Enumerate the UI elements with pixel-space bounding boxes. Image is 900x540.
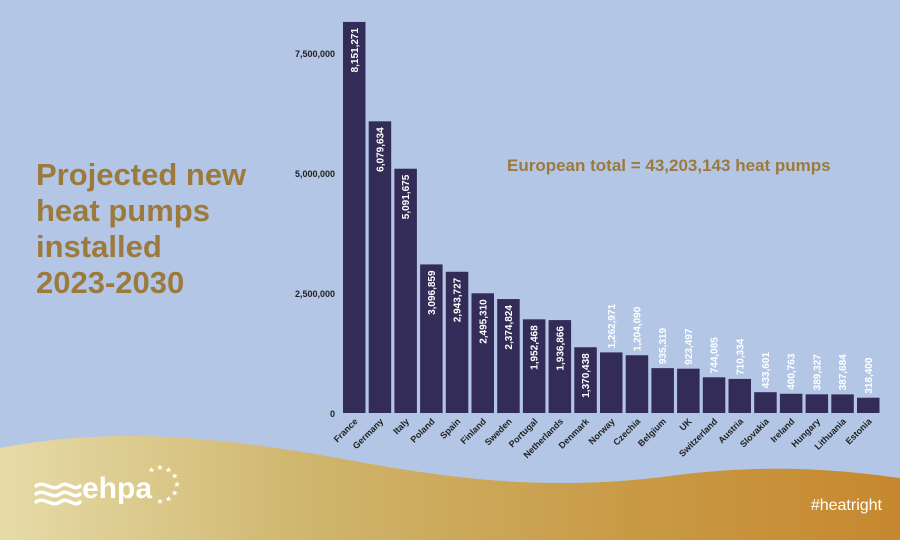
bar-value-label: 935,319 — [658, 328, 669, 365]
title-line-4: 2023-2030 — [36, 265, 185, 300]
bar — [625, 355, 649, 413]
star-icon: ★ — [173, 480, 180, 489]
bar — [497, 299, 520, 413]
logo-waves-icon — [34, 482, 82, 506]
bar — [574, 347, 597, 413]
bar — [600, 352, 623, 413]
bar-value-label: 389,327 — [812, 354, 823, 391]
star-icon: ★ — [148, 465, 155, 474]
bar-value-label: 710,334 — [735, 338, 746, 375]
star-icon: ★ — [156, 463, 163, 472]
y-tick-label: 0 — [330, 409, 335, 419]
bar-value-label: 1,936,866 — [555, 326, 566, 371]
bar-value-label: 318,400 — [864, 357, 875, 394]
bar — [548, 320, 572, 413]
bar — [805, 394, 829, 413]
x-tick-label: UK — [678, 416, 695, 433]
bar — [368, 121, 392, 414]
y-tick-label: 7,500,000 — [295, 49, 335, 59]
bar-value-label: 3,096,859 — [427, 270, 438, 315]
bar — [420, 264, 443, 413]
x-tick-label: Poland — [408, 416, 436, 444]
page-title: Projected new heat pumps installed 2023-… — [36, 157, 296, 301]
bar-value-label: 387,684 — [838, 354, 849, 391]
bar-value-label: 5,091,675 — [401, 174, 412, 219]
bar — [779, 393, 803, 413]
star-icon: ★ — [156, 497, 163, 506]
bar — [831, 394, 854, 413]
bar-value-label: 400,763 — [787, 353, 798, 390]
wave-shape — [0, 435, 900, 540]
bar-value-label: 433,601 — [761, 352, 772, 389]
star-icon: ★ — [171, 472, 178, 481]
ehpa-logo: ehpa ★ ★ ★ ★ ★ ★ ★ ★ — [34, 462, 184, 518]
bar-value-label: 1,262,971 — [607, 303, 618, 348]
bar — [471, 293, 494, 413]
bars: 8,151,271 6,079,634 5,091,675 3,096,859 2,94… — [343, 21, 880, 414]
logo-stars-icon: ★ ★★★★★★★ — [148, 463, 181, 506]
bar-value-label: 2,943,727 — [453, 277, 464, 322]
bar — [702, 377, 726, 413]
bar-value-label: 744,085 — [710, 337, 721, 374]
x-tick-label: Spain — [438, 416, 462, 440]
bar-value-label: 1,952,468 — [530, 325, 541, 370]
x-tick-label: Italy — [391, 416, 411, 436]
star-icon: ★ — [165, 465, 172, 474]
bar-value-label: 1,370,438 — [581, 353, 592, 398]
european-total-annotation: European total = 43,203,143 heat pumps — [507, 156, 831, 175]
bar — [394, 168, 417, 413]
bar — [754, 392, 777, 413]
bar — [522, 319, 546, 413]
logo-text: ehpa — [82, 472, 153, 505]
bar — [857, 397, 880, 413]
bar-value-label: 923,497 — [684, 328, 695, 365]
bar-value-label: 6,079,634 — [375, 127, 386, 172]
y-tick-label: 5,000,000 — [295, 169, 335, 179]
title-line-2: heat pumps — [36, 193, 210, 228]
bar — [343, 21, 366, 413]
bar — [651, 368, 674, 413]
hashtag: #heatright — [810, 497, 882, 514]
star-icon: ★ — [165, 495, 172, 504]
star-icon: ★ — [171, 489, 178, 498]
y-tick-label: 2,500,000 — [295, 289, 335, 299]
bar-value-label: 8,151,271 — [350, 28, 361, 73]
x-tick-label: Slovakia — [738, 416, 772, 450]
x-tick-label: Belgium — [636, 416, 668, 448]
bar — [445, 271, 469, 413]
bar — [728, 378, 751, 413]
x-tick-label: Estonia — [844, 416, 875, 447]
y-axis: 0 2,500,000 5,000,000 7,500,000 — [295, 49, 335, 419]
title-line-1: Projected new — [36, 157, 247, 192]
bar — [677, 368, 700, 413]
bar-value-label: 2,374,824 — [504, 305, 515, 350]
bar-value-label: 1,204,090 — [632, 306, 643, 351]
bar-value-label: 2,495,310 — [478, 299, 489, 344]
title-line-3: installed — [36, 229, 162, 264]
